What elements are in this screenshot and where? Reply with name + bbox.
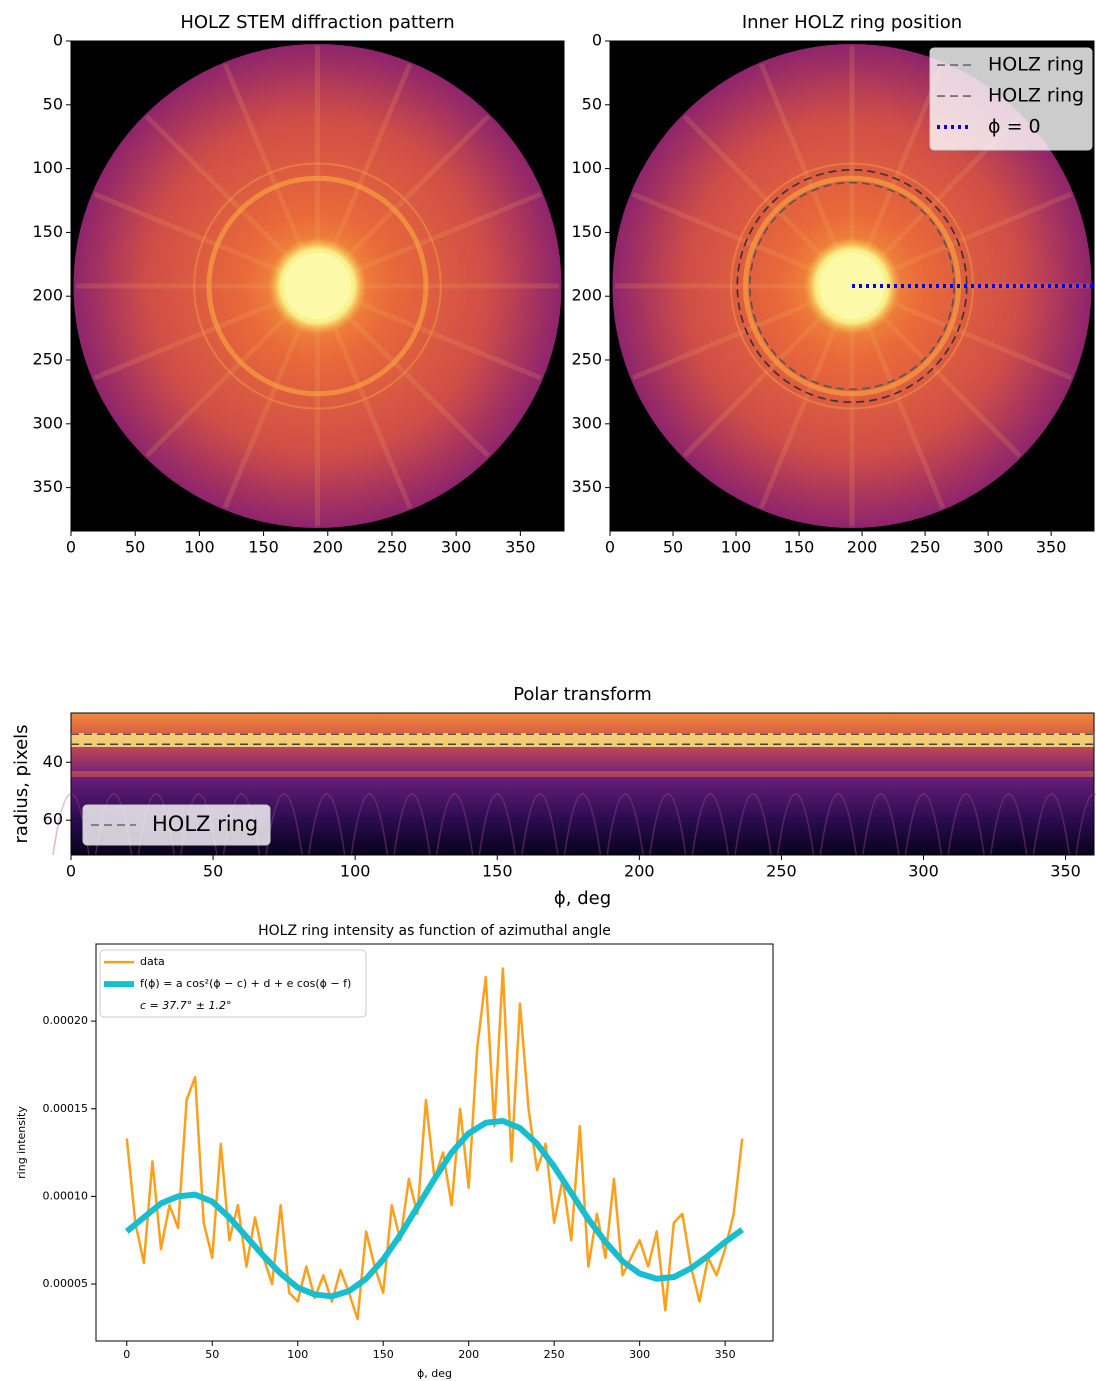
y-tick-label: 60 — [43, 810, 63, 829]
x-tick-label: 150 — [784, 538, 815, 557]
figure: HOLZ STEM diffraction pattern 0 50 100 150 20… — [0, 0, 1096, 1381]
x-tick-label: 250 — [766, 862, 797, 881]
y-tick-label: 50 — [582, 94, 602, 113]
x-tick-label: 200 — [847, 538, 878, 557]
fit-line — [127, 1121, 742, 1296]
y-tick-label: 0 — [592, 31, 602, 50]
y-tick-label: 300 — [32, 413, 63, 432]
x-tick-label: 150 — [248, 538, 279, 557]
y-tick-label: 0 — [53, 31, 63, 50]
x-tick-label: 300 — [908, 862, 939, 881]
chart-title: HOLZ ring intensity as function of azimu… — [258, 923, 611, 939]
x-axis-label: ϕ, deg — [554, 888, 611, 909]
y-tick-label: 300 — [571, 413, 602, 432]
polar-band — [71, 771, 1094, 777]
x-tick-label: 50 — [205, 1348, 219, 1361]
legend-label: HOLZ ring — [988, 85, 1084, 107]
x-tick-label: 100 — [721, 538, 752, 557]
x-tick-label: 0 — [123, 1348, 130, 1361]
chart-title: HOLZ STEM diffraction pattern — [180, 12, 454, 33]
x-tick-label: 200 — [624, 862, 655, 881]
x-tick-label: 300 — [629, 1348, 650, 1361]
x-tick-label: 0 — [66, 862, 76, 881]
y-tick-label: 100 — [571, 158, 602, 177]
x-tick-label: 150 — [373, 1348, 394, 1361]
chart-title: Inner HOLZ ring position — [742, 12, 962, 33]
x-tick-label: 250 — [544, 1348, 565, 1361]
x-tick-label: 250 — [377, 538, 408, 557]
y-tick-label: 0.00005 — [43, 1277, 89, 1290]
data-line — [127, 969, 742, 1320]
page: HOLZ STEM diffraction pattern 0 50 100 150 20… — [0, 0, 1096, 1381]
x-tick-label: 100 — [184, 538, 215, 557]
x-tick-label: 200 — [312, 538, 343, 557]
y-tick-label: 350 — [571, 477, 602, 496]
x-tick-label: 200 — [458, 1348, 479, 1361]
y-tick-label: 250 — [571, 350, 602, 369]
x-tick-label: 100 — [340, 862, 371, 881]
x-tick-label: 0 — [66, 538, 76, 557]
y-tick-label: 50 — [43, 94, 63, 113]
legend-label: data — [140, 955, 165, 968]
x-tick-label: 250 — [910, 538, 941, 557]
x-tick-label: 50 — [663, 538, 683, 557]
chart-title: Polar transform — [513, 684, 652, 705]
legend-label: f(ϕ) = a cos²(ϕ − c) + d + e cos(ϕ − f) — [140, 977, 351, 990]
x-axis-label: ϕ, deg — [417, 1367, 452, 1380]
x-tick-label: 300 — [441, 538, 472, 557]
x-tick-label: 350 — [1036, 538, 1067, 557]
central-beam — [284, 253, 351, 320]
x-tick-label: 100 — [287, 1348, 308, 1361]
x-tick-label: 350 — [715, 1348, 736, 1361]
y-tick-label: 100 — [32, 158, 63, 177]
x-tick-label: 0 — [605, 538, 615, 557]
y-tick-label: 0.00010 — [43, 1189, 89, 1202]
y-tick-label: 200 — [571, 286, 602, 305]
x-tick-label: 350 — [1050, 862, 1081, 881]
y-tick-label: 150 — [571, 222, 602, 241]
legend-label: HOLZ ring — [152, 812, 258, 836]
x-tick-label: 350 — [505, 538, 536, 557]
y-tick-label: 350 — [32, 477, 63, 496]
x-tick-label: 50 — [125, 538, 145, 557]
y-tick-label: 200 — [32, 286, 63, 305]
y-tick-label: 0.00015 — [43, 1102, 89, 1115]
legend-label: ϕ = 0 — [988, 116, 1041, 138]
legend-label: c = 37.7° ± 1.2° — [140, 999, 231, 1012]
y-axis-label: ring intensity — [15, 1106, 28, 1179]
y-tick-label: 150 — [32, 222, 63, 241]
y-tick-label: 250 — [32, 350, 63, 369]
legend-label: HOLZ ring — [988, 54, 1084, 76]
x-tick-label: 50 — [203, 862, 223, 881]
x-tick-label: 150 — [482, 862, 513, 881]
y-tick-label: 0.00020 — [43, 1014, 89, 1027]
y-tick-label: 40 — [43, 752, 63, 771]
x-tick-label: 300 — [973, 538, 1004, 557]
y-axis-label: radius, pixels — [11, 724, 32, 843]
